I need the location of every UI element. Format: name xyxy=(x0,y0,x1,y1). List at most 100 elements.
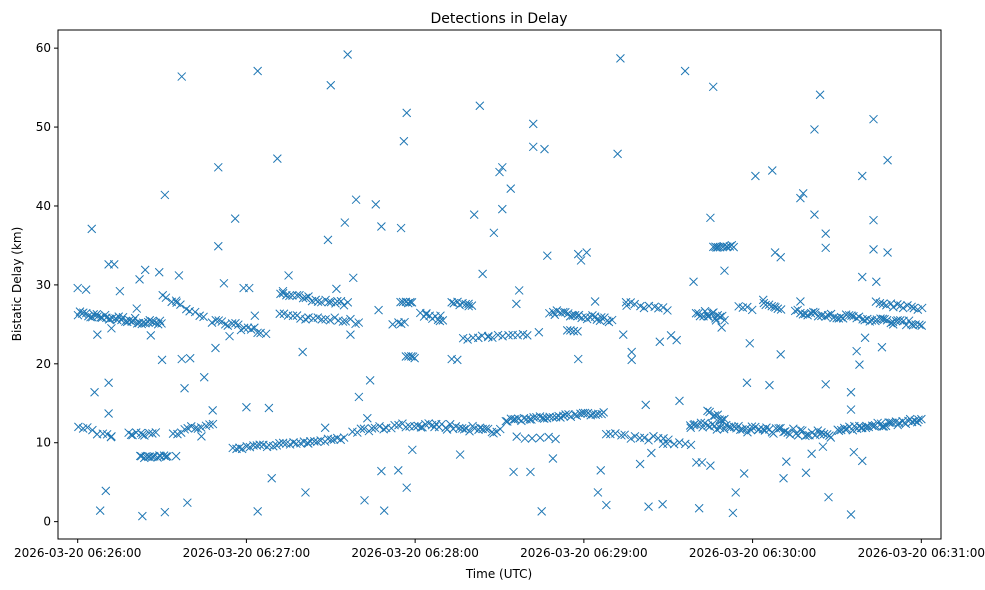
data-point xyxy=(593,409,603,419)
data-point xyxy=(686,440,696,450)
data-point xyxy=(177,354,187,364)
data-point xyxy=(706,461,715,470)
data-point xyxy=(285,291,294,301)
data-point xyxy=(639,303,649,313)
data-point xyxy=(379,424,389,434)
data-point xyxy=(223,321,233,330)
data-point xyxy=(893,299,902,309)
data-point xyxy=(582,248,592,257)
data-point xyxy=(388,319,397,329)
data-point xyxy=(416,423,426,432)
data-point xyxy=(815,90,825,100)
data-point xyxy=(292,290,302,300)
data-point xyxy=(836,312,846,322)
data-point xyxy=(214,316,224,325)
data-point xyxy=(185,353,195,363)
data-point xyxy=(140,431,149,440)
data-point xyxy=(675,396,684,406)
data-point xyxy=(501,416,511,426)
data-point xyxy=(867,421,877,431)
data-point xyxy=(291,439,301,449)
data-point xyxy=(135,275,144,284)
data-point xyxy=(626,434,636,443)
data-point xyxy=(796,425,805,435)
data-point xyxy=(338,317,348,326)
data-point xyxy=(208,419,218,429)
data-point xyxy=(647,448,656,458)
data-point xyxy=(560,307,570,317)
data-point xyxy=(87,224,97,234)
data-point xyxy=(708,411,718,421)
y-tick-label: 40 xyxy=(36,199,51,213)
data-point xyxy=(746,425,756,435)
data-point xyxy=(857,456,867,466)
data-point xyxy=(739,469,749,478)
data-point xyxy=(811,308,820,317)
data-point xyxy=(540,144,549,154)
data-point xyxy=(655,337,665,347)
data-point xyxy=(208,406,218,415)
data-point xyxy=(742,302,752,312)
data-point xyxy=(826,309,836,319)
data-point xyxy=(841,310,851,319)
data-point xyxy=(640,433,649,443)
data-point xyxy=(341,316,351,326)
data-point xyxy=(275,438,284,448)
data-point xyxy=(180,424,190,434)
data-point xyxy=(796,297,805,306)
data-point xyxy=(641,400,651,410)
data-point xyxy=(128,430,137,440)
data-point xyxy=(694,308,703,318)
data-point xyxy=(818,442,828,452)
data-point xyxy=(398,297,408,307)
data-point xyxy=(689,277,698,287)
data-point xyxy=(860,315,870,325)
data-point xyxy=(512,432,522,441)
data-point xyxy=(268,441,278,451)
data-point xyxy=(106,432,116,442)
data-point xyxy=(330,313,340,323)
data-point xyxy=(846,387,856,397)
data-point xyxy=(332,296,342,306)
data-point xyxy=(186,422,196,431)
data-point xyxy=(725,242,735,251)
data-point xyxy=(680,439,690,449)
data-point xyxy=(879,422,889,431)
x-tick-label: 2026-03-20 06:29:00 xyxy=(520,546,647,560)
data-point xyxy=(544,432,554,442)
data-point xyxy=(207,318,217,327)
data-point xyxy=(788,424,798,434)
data-point xyxy=(869,114,878,124)
data-point xyxy=(464,301,474,311)
data-point xyxy=(754,424,764,434)
x-tick-label: 2026-03-20 06:26:00 xyxy=(14,546,141,560)
x-tick-label: 2026-03-20 06:27:00 xyxy=(183,546,310,560)
data-point xyxy=(915,320,924,330)
data-point xyxy=(497,162,507,172)
data-point xyxy=(852,346,861,356)
data-point xyxy=(751,171,760,181)
data-point xyxy=(672,335,682,345)
data-point xyxy=(92,309,102,319)
data-point xyxy=(717,415,727,425)
data-point xyxy=(199,312,208,322)
data-point xyxy=(445,419,455,429)
data-point xyxy=(155,316,165,326)
data-point xyxy=(399,136,409,146)
data-point xyxy=(146,331,156,340)
y-axis: 0 10 20 30 40 50 60 xyxy=(36,41,58,529)
data-point xyxy=(821,312,830,322)
data-point xyxy=(522,331,532,340)
data-point xyxy=(622,301,631,311)
data-point xyxy=(495,167,504,177)
data-point xyxy=(535,412,545,421)
data-point xyxy=(250,311,260,321)
data-point xyxy=(199,372,209,382)
data-point xyxy=(435,316,445,326)
y-tick-label: 10 xyxy=(36,436,51,450)
data-point xyxy=(607,315,617,325)
data-point xyxy=(253,507,263,516)
data-point xyxy=(888,317,898,327)
data-point xyxy=(663,439,672,449)
